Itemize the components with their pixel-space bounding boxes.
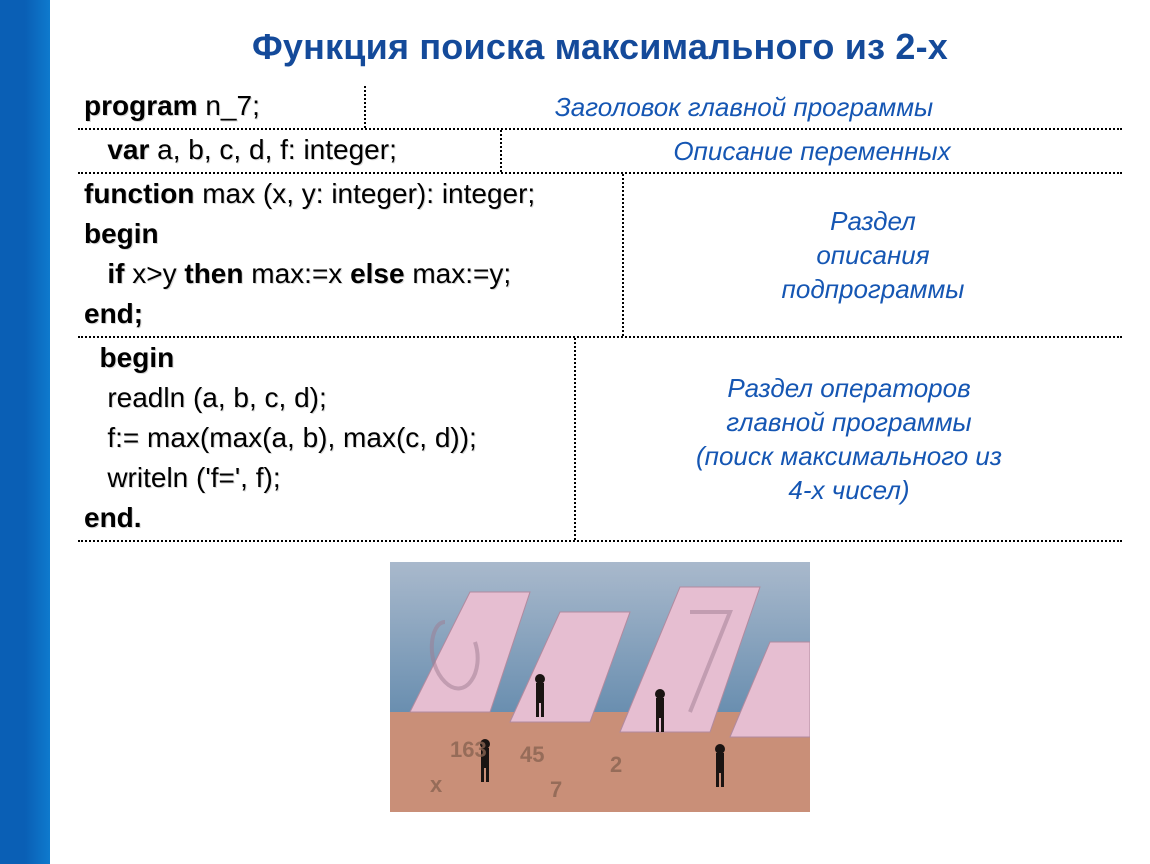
slide-sidebar xyxy=(0,0,50,864)
annotation-4: Раздел операторовглавной программы(поиск… xyxy=(576,338,1122,540)
code-block-main: begin readln (a, b, c, d); f:= max(max(a… xyxy=(78,338,576,540)
slide-title: Функция поиска максимального из 2-х xyxy=(78,26,1122,68)
svg-text:7: 7 xyxy=(550,777,562,802)
svg-text:163: 163 xyxy=(450,737,487,762)
hero-image-wrap: x 7 2 45 163 xyxy=(78,562,1122,812)
code-block-function: function max (x, y: integer): integer;be… xyxy=(78,174,624,336)
annotation-3: Разделописанияподпрограммы xyxy=(624,174,1122,336)
section-function: function max (x, y: integer): integer;be… xyxy=(78,174,1122,338)
section-var: var a, b, c, d, f: integer; Описание пер… xyxy=(78,130,1122,174)
slide-content: Функция поиска максимального из 2-х prog… xyxy=(50,0,1150,864)
section-program-header: program n_7; Заголовок главной программы xyxy=(78,86,1122,130)
code-line-1: program n_7; xyxy=(78,86,366,128)
code-line-2: var a, b, c, d, f: integer; xyxy=(78,130,502,172)
section-main-begin: begin readln (a, b, c, d); f:= max(max(a… xyxy=(78,338,1122,542)
svg-text:x: x xyxy=(430,772,443,797)
svg-text:45: 45 xyxy=(520,742,544,767)
annotation-2: Описание переменных xyxy=(502,130,1122,172)
svg-text:2: 2 xyxy=(610,752,622,777)
annotation-1: Заголовок главной программы xyxy=(366,86,1122,128)
hero-image: x 7 2 45 163 xyxy=(390,562,810,812)
